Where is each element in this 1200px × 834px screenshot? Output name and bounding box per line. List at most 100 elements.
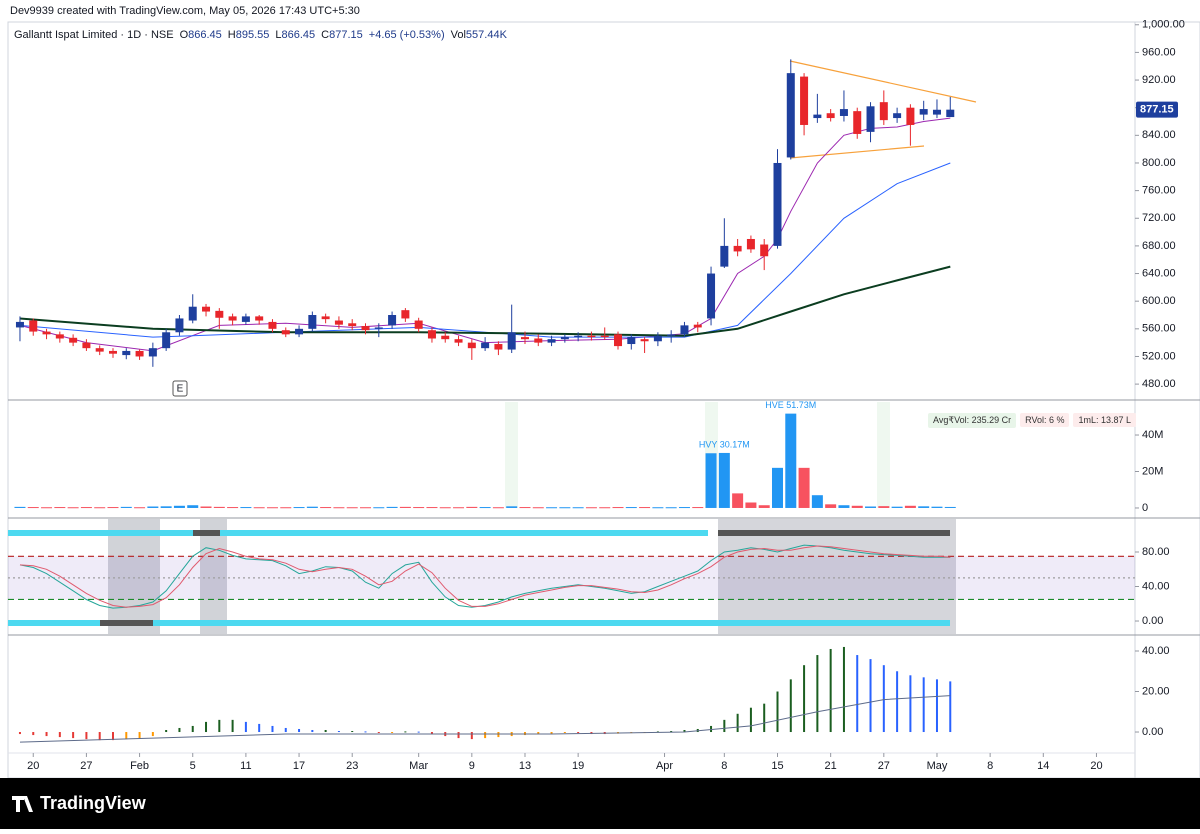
candle-body <box>162 332 171 349</box>
shade-box <box>108 519 160 634</box>
histogram-bar <box>909 675 912 733</box>
x-tick-label: 27 <box>878 760 890 772</box>
legend-value: 877.15 <box>329 29 363 41</box>
histogram-bar <box>324 729 327 733</box>
candle-body <box>427 330 436 339</box>
y-tick-label: 40.00 <box>1142 580 1170 592</box>
histogram-bar <box>550 732 553 734</box>
volume-bar <box>585 507 597 509</box>
volume-bar <box>173 505 185 508</box>
candle-body <box>42 331 51 335</box>
y-tick-label: 0.00 <box>1142 615 1163 627</box>
x-tick-label: 14 <box>1037 760 1049 772</box>
y-tick-label: 20.00 <box>1142 685 1170 697</box>
volume-bar <box>878 506 890 508</box>
candle-body <box>454 339 463 343</box>
histogram-bar <box>337 731 340 733</box>
volume-bar <box>732 493 744 508</box>
histogram-bar <box>949 681 952 733</box>
histogram-bar <box>896 671 899 733</box>
x-tick-label: 5 <box>190 760 196 772</box>
histogram-bar <box>935 679 938 733</box>
histogram-bar <box>258 723 261 733</box>
candle-body <box>560 337 569 340</box>
x-tick-label: 11 <box>240 760 251 772</box>
highlight <box>505 402 518 508</box>
candle-body <box>467 342 476 349</box>
price-tag <box>1136 101 1178 118</box>
histogram-bar <box>45 732 48 737</box>
y-tick-label: 480.00 <box>1142 378 1176 390</box>
y-tick-label: 840.00 <box>1142 129 1176 141</box>
event-marker-label: E <box>177 384 184 395</box>
histogram-bar <box>191 725 194 733</box>
x-tick-label: 21 <box>825 760 837 772</box>
shade-box <box>718 519 956 634</box>
histogram-bar <box>231 719 234 733</box>
candle-body <box>108 350 117 354</box>
volume-bar <box>891 506 903 508</box>
volume-bar <box>240 507 252 509</box>
volume-bar <box>94 507 106 509</box>
y-tick-label: 80.00 <box>1142 546 1170 558</box>
histogram-bar <box>829 648 832 733</box>
volume-bar <box>399 506 411 508</box>
histogram-bar <box>484 732 487 739</box>
event-marker <box>172 380 188 397</box>
volume-bar <box>785 413 797 508</box>
candle-body <box>175 318 184 333</box>
legend-volume: 557.44K <box>465 29 507 41</box>
candle-body <box>813 114 822 119</box>
legend-value: 866.45 <box>188 29 222 41</box>
x-tick-label: 8 <box>721 760 727 772</box>
volume-bar <box>426 507 438 509</box>
x-tick-label: 23 <box>346 760 358 772</box>
annotation: HVE 51.73M <box>765 400 816 410</box>
histogram-bar <box>111 732 114 741</box>
y-tick-label: 680.00 <box>1142 240 1176 252</box>
candle-body <box>919 109 928 115</box>
volume-bar <box>360 507 372 509</box>
volume-bar <box>67 507 79 509</box>
histogram-bar <box>816 655 819 733</box>
volume-bar <box>439 507 451 509</box>
volume-bar <box>479 507 491 509</box>
histogram-bar <box>58 732 61 738</box>
candle-body <box>720 245 729 267</box>
x-tick-label: 27 <box>80 760 92 772</box>
volume-bar <box>652 507 664 509</box>
histogram-bar <box>377 732 380 734</box>
histogram-bar <box>763 703 766 733</box>
volume-bar <box>718 452 730 508</box>
candle-body <box>361 326 370 331</box>
candle-body <box>241 316 250 322</box>
y-tick-label: 920.00 <box>1142 74 1176 86</box>
footer-bar <box>0 778 1200 829</box>
volume-bar <box>572 507 584 509</box>
histogram-bar <box>18 732 21 735</box>
y-tick-label: 20M <box>1142 465 1163 477</box>
volume-bar <box>918 506 930 508</box>
volume-bar <box>546 507 558 509</box>
volume-bar <box>134 507 146 509</box>
volume-bar <box>599 507 611 509</box>
x-tick-label: 8 <box>987 760 993 772</box>
legend-label: L <box>275 29 282 41</box>
volume-bar <box>280 507 292 509</box>
candle-body <box>746 238 755 250</box>
y-tick-label: 640.00 <box>1142 267 1176 279</box>
annotation: HVY 30.17M <box>699 439 750 449</box>
histogram-bar <box>869 659 872 733</box>
volume-bar <box>27 507 39 509</box>
candle-body <box>693 324 702 328</box>
histogram-bar <box>151 732 154 737</box>
y-tick-label: 0.00 <box>1142 726 1163 738</box>
y-tick-label: 40.00 <box>1142 645 1170 657</box>
volume-bar <box>266 507 278 509</box>
volume-bar <box>758 505 770 508</box>
legend-value: 895.55 <box>235 29 270 41</box>
candle-body <box>148 348 157 357</box>
histogram-bar <box>736 713 739 733</box>
candle-body <box>853 111 862 134</box>
volume-bar <box>559 507 571 509</box>
